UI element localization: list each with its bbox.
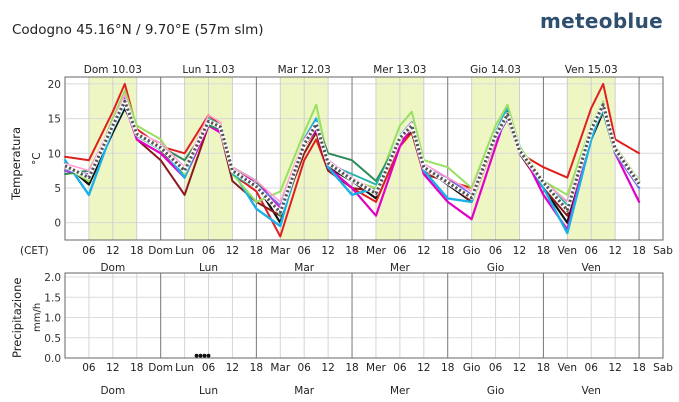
day-label: Lun [199,262,218,274]
x-tick-label: 18 [632,245,645,257]
day-label: Gio [487,385,504,397]
x-tick-label: 12 [417,245,430,257]
x-tick-label: 06 [202,245,216,257]
y-axis-unit: °C [31,152,43,165]
date-label: Mar 12.03 [278,64,331,76]
x-tick-label: 18 [250,245,263,257]
x-tick-label: Mar [270,245,290,257]
x-tick-label: 06 [298,362,312,374]
x-tick-label: Ven [558,245,577,257]
precipitation-point [206,353,211,358]
day-label: Mer [390,262,411,274]
x-tick-label: 06 [393,245,407,257]
y-tick-label: 2.0 [44,272,61,284]
day-label: Ven [581,262,600,274]
x-tick-label: 12 [106,362,119,374]
ensemble-mean-line [64,99,641,214]
y-tick-label: 15 [48,114,61,126]
x-tick-label: Dom [148,362,173,374]
day-label: Mer [390,385,411,397]
y-axis-unit: mm/h [32,303,43,332]
y-tick-label: 20 [48,79,61,91]
x-tick-label: 06 [82,245,96,257]
x-tick-label: 18 [345,245,358,257]
x-tick-label: 18 [345,362,358,374]
x-tick-label: Sab [653,245,673,257]
day-label: Dom [100,385,125,397]
x-tick-label: Mer [366,362,387,374]
x-tick-label: 12 [106,245,119,257]
day-label: Mar [294,385,314,397]
x-tick-label: Mar [270,362,290,374]
date-label: Mer 13.03 [373,64,426,76]
precipitation-point [202,353,207,358]
x-tick-label: Ven [558,362,577,374]
x-tick-label: 12 [513,362,526,374]
date-label: Gio 14.03 [470,64,521,76]
x-tick-label: Lun [175,245,194,257]
timezone-label: (CET) [20,245,49,257]
y-tick-label: 0.0 [44,353,61,365]
x-tick-label: 18 [632,362,645,374]
x-tick-label: 18 [537,362,550,374]
day-label: Ven [581,385,600,397]
day-label: Dom [100,262,125,274]
x-tick-label: 18 [250,362,263,374]
day-label: Mar [294,262,314,274]
x-tick-label: 06 [585,362,599,374]
x-tick-label: 06 [393,362,407,374]
x-tick-label: 12 [226,362,239,374]
y-tick-label: 1.0 [44,313,61,325]
x-tick-label: 12 [321,245,334,257]
x-tick-label: 06 [489,362,503,374]
x-tick-label: 06 [489,245,503,257]
date-label: Dom 10.03 [84,64,142,76]
x-tick-label: Gio [463,362,480,374]
x-tick-label: 18 [130,245,143,257]
y-tick-label: 10 [48,148,61,160]
x-tick-label: 06 [298,245,312,257]
y-axis-title: Temperatura [9,127,23,201]
date-label: Ven 15.03 [565,64,618,76]
y-tick-label: 5 [54,183,61,195]
x-tick-label: 12 [417,362,430,374]
x-tick-label: 12 [608,362,621,374]
model-series-line [63,103,641,231]
y-tick-label: 0.5 [44,333,61,345]
brand-logo: meteoblue [540,9,663,33]
x-tick-label: 18 [441,362,454,374]
x-tick-label: 12 [321,362,334,374]
day-label: Gio [487,262,504,274]
x-tick-label: Gio [463,245,480,257]
x-tick-label: Dom [148,245,173,257]
day-label: Lun [199,385,218,397]
location-title: Codogno 45.16°N / 9.70°E (57m slm) [12,22,264,38]
precipitation-plot-frame [64,272,664,359]
precipitation-point [194,353,199,358]
x-tick-label: 12 [226,245,239,257]
x-tick-label: Lun [175,362,194,374]
x-tick-label: 18 [537,245,550,257]
x-tick-label: 18 [441,245,454,257]
x-tick-label: Sab [653,362,673,374]
temperature-plot-frame [64,76,664,241]
x-tick-label: 12 [513,245,526,257]
x-tick-label: Mer [366,245,387,257]
x-tick-label: 06 [82,362,96,374]
x-tick-label: 06 [202,362,216,374]
precipitation-point [198,353,203,358]
x-tick-label: 12 [608,245,621,257]
x-tick-label: 18 [130,362,143,374]
y-axis-title: Precipitazione [10,278,24,358]
y-tick-label: 0 [54,218,61,230]
x-tick-label: 06 [585,245,599,257]
date-label: Lun 11.03 [182,64,234,76]
y-tick-label: 1.5 [44,292,61,304]
